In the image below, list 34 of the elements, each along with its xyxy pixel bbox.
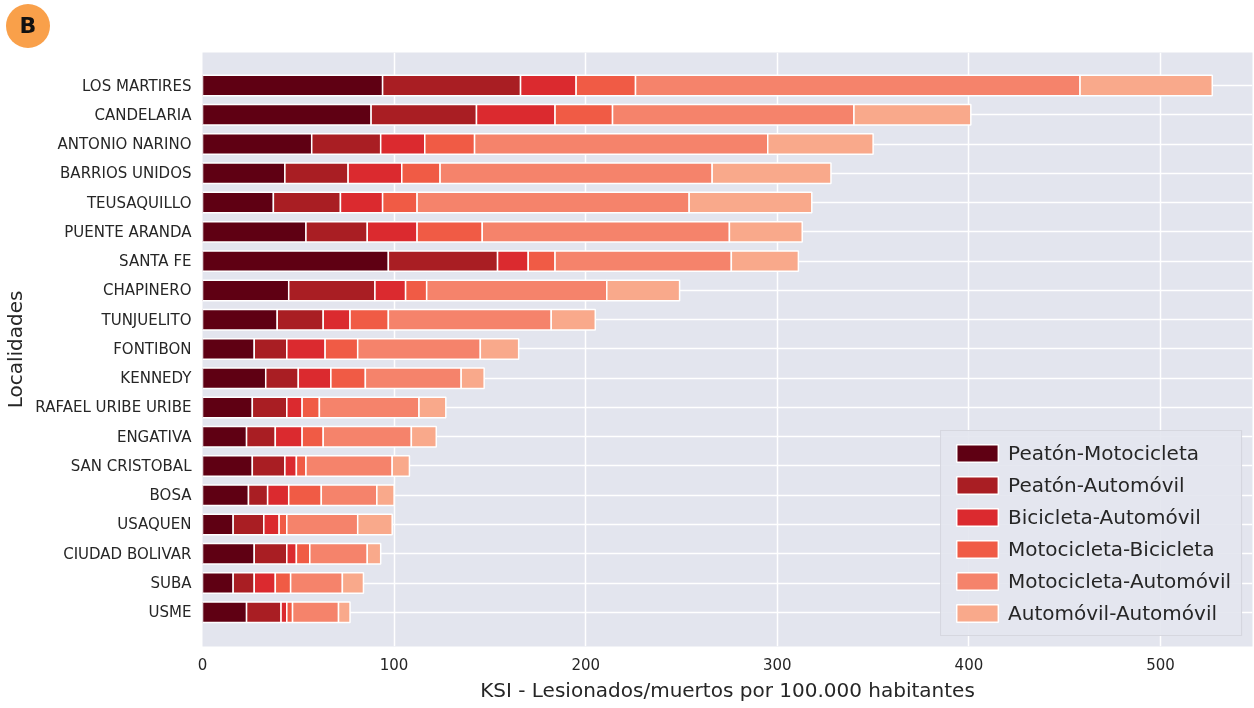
y-tick-label: LOS MARTIRES — [82, 76, 192, 95]
legend-label: Motocicleta-Automóvil — [1008, 569, 1231, 593]
y-tick-label: BARRIOS UNIDOS — [60, 164, 192, 183]
y-tick-label: CIUDAD BOLIVAR — [63, 544, 192, 563]
y-tick-label: RAFAEL URIBE URIBE — [35, 398, 192, 417]
y-tick-label: FONTIBON — [113, 339, 192, 358]
y-tick-label: KENNEDY — [120, 369, 193, 388]
x-tick-label: 400 — [954, 655, 984, 674]
y-tick-label: TUNJUELITO — [100, 310, 192, 329]
text: B — [19, 12, 37, 41]
y-tick-label: SANTA FE — [119, 252, 192, 271]
x-tick-label: 200 — [571, 655, 601, 674]
y-axis-title: Localidades — [3, 290, 28, 409]
legend-label: Bicicleta-Automóvil — [1008, 505, 1201, 529]
legend-label: Peatón-Motocicleta — [1008, 441, 1199, 465]
y-tick-label: ENGATIVA — [116, 427, 193, 446]
y-tick-label: USME — [148, 603, 192, 622]
y-tick-label: SUBA — [150, 574, 193, 592]
x-tick-label: 100 — [379, 655, 409, 674]
y-tick-label: ANTONIO NARINO — [57, 135, 192, 154]
x-tick-label: 0 — [197, 655, 208, 674]
x-axis-title: KSI - Lesionados/muertos por 100.000 habitantes — [480, 677, 975, 702]
y-tick-label: CHAPINERO — [103, 281, 192, 300]
y-tick-label: CANDELARIA — [94, 105, 193, 124]
x-tick-label: 500 — [1146, 655, 1175, 674]
y-tick-label: USAQUEN — [117, 515, 192, 534]
y-tick-label: PUENTE ARANDA — [64, 222, 193, 241]
x-tick-label: 300 — [763, 655, 792, 674]
y-tick-label: TEUSAQUILLO — [85, 193, 192, 212]
legend-label: Motocicleta-Bicicleta — [1008, 537, 1215, 561]
y-tick-label: SAN CRISTOBAL — [70, 456, 193, 475]
y-tick-label: BOSA — [149, 486, 193, 505]
legend-label: Peatón-Automóvil — [1008, 473, 1185, 497]
legend-label: Automóvil-Automóvil — [1008, 601, 1218, 625]
